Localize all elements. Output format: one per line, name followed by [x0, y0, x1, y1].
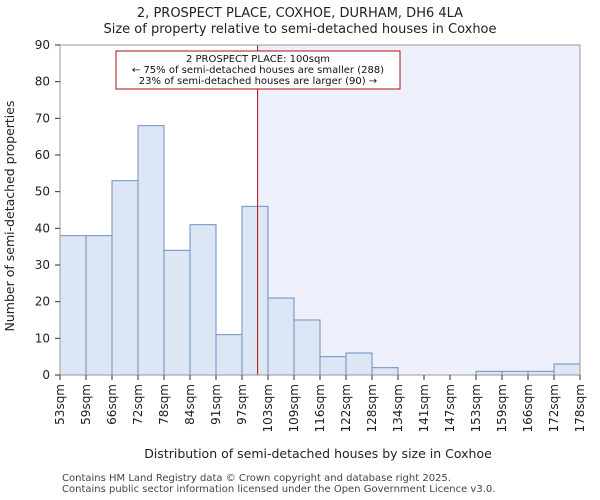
- y-axis-label: Number of semi-detached properties: [2, 101, 17, 332]
- x-axis-label: Distribution of semi-detached houses by …: [144, 446, 492, 461]
- footer-line-1: Contains HM Land Registry data © Crown c…: [62, 473, 451, 484]
- y-tick-label: 0: [42, 368, 50, 382]
- bar-84sqm: [189, 224, 217, 376]
- annotation-box: 2 PROSPECT PLACE: 100sqm ← 75% of semi-d…: [115, 50, 401, 90]
- bar-97sqm: [241, 205, 269, 376]
- x-tick-label: 128sqm: [365, 384, 379, 432]
- bar-166sqm: [527, 370, 555, 376]
- bar-116sqm: [319, 356, 347, 376]
- y-tick-label: 10: [35, 331, 50, 345]
- bar-78sqm: [163, 249, 191, 376]
- chart-title: 2, PROSPECT PLACE, COXHOE, DURHAM, DH6 4…: [137, 6, 463, 21]
- y-tick-label: 90: [35, 38, 50, 52]
- y-tick-label: 70: [35, 111, 50, 125]
- annotation-line-1: 2 PROSPECT PLACE: 100sqm: [186, 54, 330, 65]
- y-tick-label: 80: [35, 75, 50, 89]
- bar-103sqm: [267, 297, 295, 376]
- x-tick-label: 66sqm: [105, 384, 119, 425]
- annotation-border: [115, 50, 401, 90]
- bar-109sqm: [293, 319, 321, 376]
- x-axis: 53sqm 59sqm 66sqm 72sqm 78sqm 84sqm 91sqm 97sqm…: [53, 375, 587, 432]
- histogram-chart: 2, PROSPECT PLACE, COXHOE, DURHAM, DH6 4…: [2, 6, 587, 461]
- y-tick-label: 50: [35, 185, 50, 199]
- footer-line-2: Contains public sector information licen…: [62, 484, 496, 495]
- x-tick-label: 116sqm: [313, 384, 327, 432]
- x-tick-label: 141sqm: [417, 384, 431, 432]
- x-tick-label: 153sqm: [469, 384, 483, 432]
- bar-72sqm: [137, 125, 165, 376]
- bar-91sqm: [215, 334, 243, 376]
- y-tick-label: 30: [35, 258, 50, 272]
- bar-172sqm: [553, 363, 581, 376]
- x-tick-label: 178sqm: [573, 384, 587, 432]
- y-axis: 0 10 20 30 40 50 60 70 80 90: [35, 38, 60, 382]
- annotation-line-2: ← 75% of semi-detached houses are smalle…: [132, 65, 384, 76]
- bar-66sqm: [111, 180, 139, 376]
- bar-122sqm: [345, 352, 373, 376]
- x-tick-label: 53sqm: [53, 384, 67, 425]
- x-tick-label: 78sqm: [157, 384, 171, 425]
- x-tick-label: 134sqm: [391, 384, 405, 432]
- x-tick-label: 97sqm: [235, 384, 249, 425]
- x-tick-label: 72sqm: [131, 384, 145, 425]
- y-tick-label: 40: [35, 221, 50, 235]
- x-tick-label: 147sqm: [443, 384, 457, 432]
- y-tick-label: 20: [35, 295, 50, 309]
- x-tick-label: 172sqm: [547, 384, 561, 432]
- bar-59sqm: [85, 235, 113, 376]
- chart-subtitle: Size of property relative to semi-detach…: [103, 22, 496, 37]
- x-tick-label: 84sqm: [183, 384, 197, 425]
- x-tick-label: 109sqm: [287, 384, 301, 432]
- x-tick-label: 166sqm: [521, 384, 535, 432]
- y-tick-label: 60: [35, 148, 50, 162]
- bar-153sqm: [475, 370, 503, 376]
- bar-128sqm: [371, 367, 399, 376]
- bar-159sqm: [501, 370, 529, 376]
- x-tick-label: 59sqm: [79, 384, 93, 425]
- bars-group: [59, 125, 581, 376]
- x-tick-label: 122sqm: [339, 384, 353, 432]
- x-tick-label: 159sqm: [495, 384, 509, 432]
- annotation-line-3: 23% of semi-detached houses are larger (…: [139, 76, 377, 87]
- x-tick-label: 91sqm: [209, 384, 223, 425]
- bar-53sqm: [59, 235, 87, 376]
- x-tick-label: 103sqm: [261, 384, 275, 432]
